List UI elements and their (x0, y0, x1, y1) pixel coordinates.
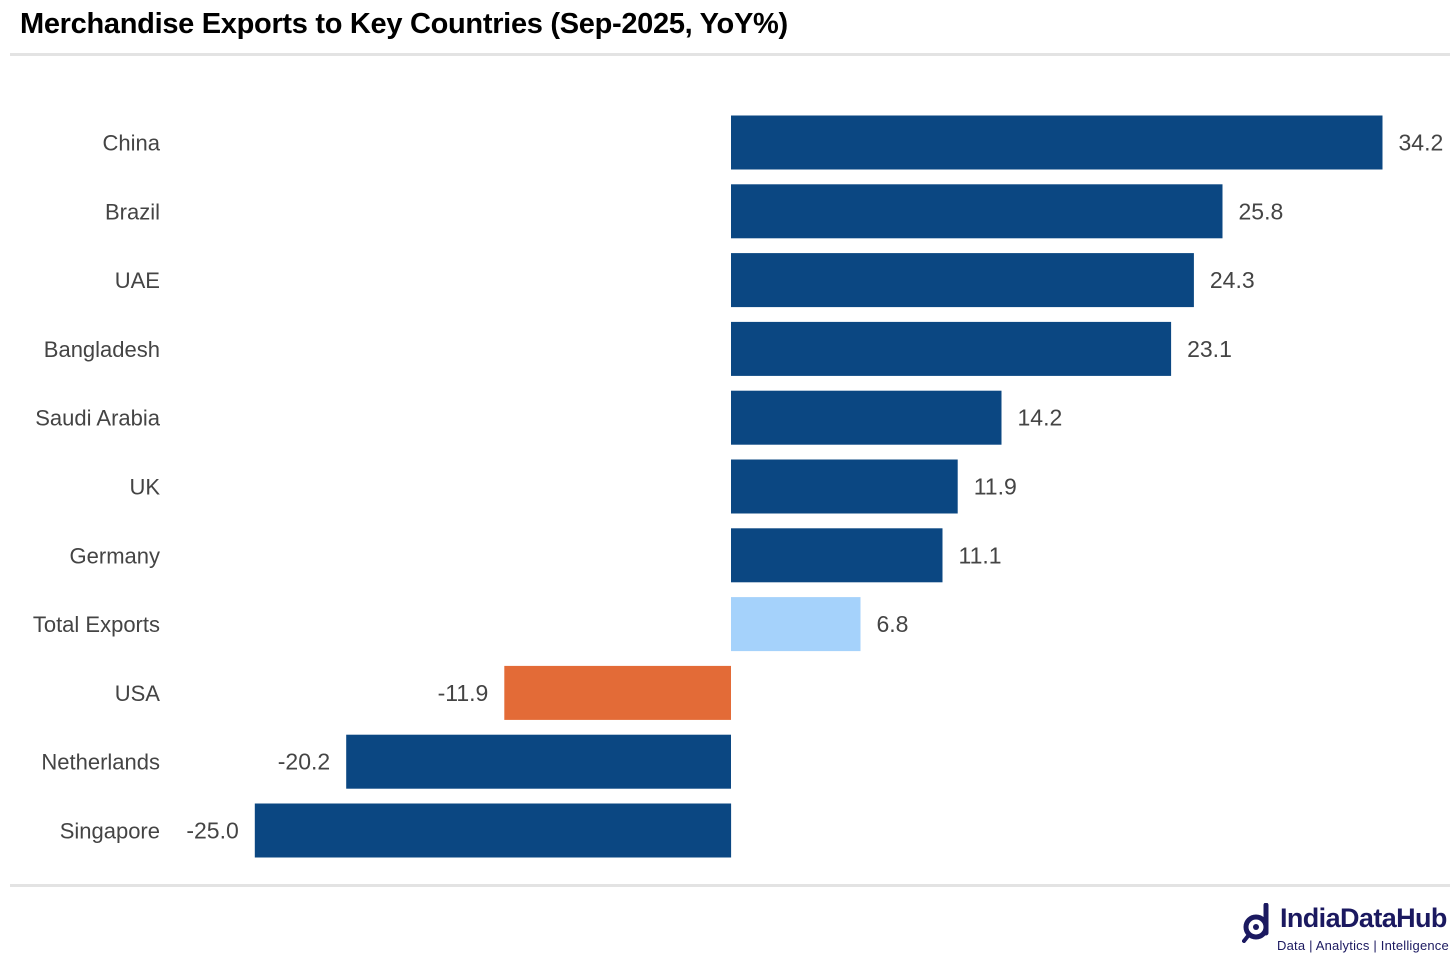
value-label-total-exports: 6.8 (877, 611, 909, 637)
category-label-netherlands: Netherlands (41, 750, 160, 775)
bar-uk (731, 459, 958, 514)
bottom-divider (10, 884, 1450, 887)
chart-title: Merchandise Exports to Key Countries (Se… (20, 8, 788, 40)
value-label-singapore: -25.0 (186, 818, 238, 844)
category-label-uae: UAE (115, 268, 160, 293)
category-label-singapore: Singapore (60, 819, 160, 844)
category-label-saudi-arabia: Saudi Arabia (35, 406, 161, 431)
category-label-usa: USA (115, 681, 161, 706)
bar-chart: China 34.2 Brazil 25.8 UAE 24.3 Bangladesh 23.1… (33, 115, 1444, 858)
value-label-netherlands: -20.2 (278, 749, 330, 775)
bar-uae (731, 253, 1194, 308)
value-label-uae: 24.3 (1210, 267, 1255, 293)
brand-logo-icon (1242, 903, 1269, 943)
bar-germany (731, 528, 943, 583)
bar-usa (504, 665, 731, 720)
value-label-usa: -11.9 (438, 680, 489, 706)
category-label-uk: UK (129, 475, 160, 500)
category-label-bangladesh: Bangladesh (44, 337, 160, 362)
top-divider (10, 53, 1450, 56)
bar-brazil (731, 184, 1223, 239)
value-label-germany: 11.1 (959, 542, 1002, 568)
bar-china (731, 115, 1383, 170)
bar-saudi-arabia (731, 390, 1002, 445)
value-label-saudi-arabia: 14.2 (1018, 405, 1063, 431)
value-label-brazil: 25.8 (1239, 198, 1284, 224)
category-label-germany: Germany (70, 543, 160, 568)
bar-netherlands (346, 734, 731, 789)
value-label-uk: 11.9 (974, 474, 1017, 500)
value-label-china: 34.2 (1399, 130, 1444, 156)
category-label-brazil: Brazil (105, 199, 160, 224)
bar-total-exports (731, 597, 861, 652)
brand-logo: IndiaDataHub Data | Analytics | Intellig… (1242, 903, 1454, 959)
category-label-total-exports: Total Exports (33, 612, 160, 637)
bar-singapore (254, 803, 732, 858)
brand-name: IndiaDataHub (1280, 903, 1447, 933)
value-label-bangladesh: 23.1 (1187, 336, 1232, 362)
category-label-china: China (103, 131, 161, 156)
bar-bangladesh (731, 321, 1172, 376)
brand-tagline: Data | Analytics | Intelligence (1277, 938, 1449, 953)
